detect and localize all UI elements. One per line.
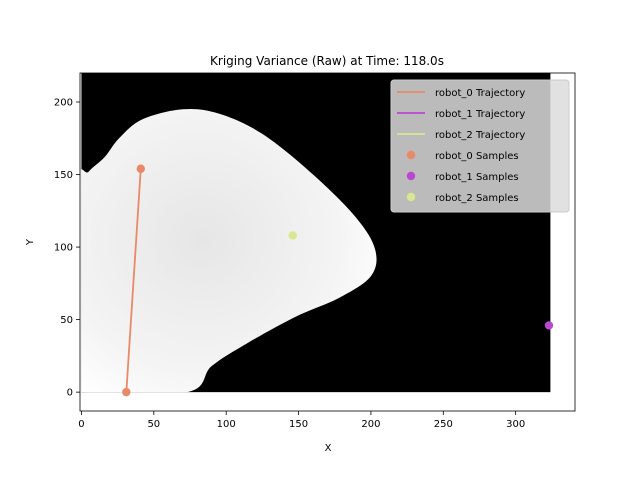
y-tick-label: 50 — [60, 315, 73, 326]
x-tick-label: 300 — [506, 419, 525, 430]
x-tick-label: 0 — [78, 419, 84, 430]
trajectory-line — [125, 168, 142, 393]
legend-marker-swatch — [406, 192, 416, 202]
heatmap-low-variance-region — [81, 108, 377, 393]
x-tick-label: 50 — [147, 419, 160, 430]
sample-point — [122, 387, 131, 397]
y-tick-label: 200 — [54, 98, 73, 109]
y-tick-label: 150 — [54, 170, 73, 181]
y-tick-label: 0 — [67, 388, 73, 399]
y-axis-label: Y — [25, 238, 36, 246]
legend-label: robot_2 Samples — [435, 193, 519, 204]
x-axis: 0 50 100 150 200 250 300 — [78, 411, 525, 430]
series-layer — [122, 164, 554, 397]
x-tick-label: 200 — [361, 419, 380, 430]
x-tick-label: 150 — [289, 419, 308, 430]
x-axis-label: X — [325, 443, 332, 454]
legend-box — [390, 79, 570, 213]
x-tick-label: 100 — [217, 419, 236, 430]
y-axis: 0 50 100 150 200 — [54, 98, 80, 399]
legend-marker-swatch — [406, 150, 416, 160]
chart-title: Kriging Variance (Raw) at Time: 118.0s — [210, 54, 444, 68]
legend-label: robot_2 Trajectory — [435, 130, 525, 141]
sample-point — [136, 164, 145, 173]
legend-label: robot_0 Samples — [435, 151, 519, 162]
legend-label: robot_1 Trajectory — [435, 109, 525, 120]
sample-point — [288, 231, 297, 240]
plot-frame — [79, 72, 576, 412]
legend-marker-swatch — [406, 171, 416, 181]
legend: robot_0 Trajectory robot_1 Trajectory robo… — [390, 79, 570, 213]
y-tick-label: 100 — [54, 243, 73, 254]
legend-label: robot_0 Trajectory — [435, 88, 525, 99]
legend-label: robot_1 Samples — [435, 172, 519, 183]
sample-point — [544, 321, 554, 330]
x-tick-label: 250 — [434, 419, 453, 430]
